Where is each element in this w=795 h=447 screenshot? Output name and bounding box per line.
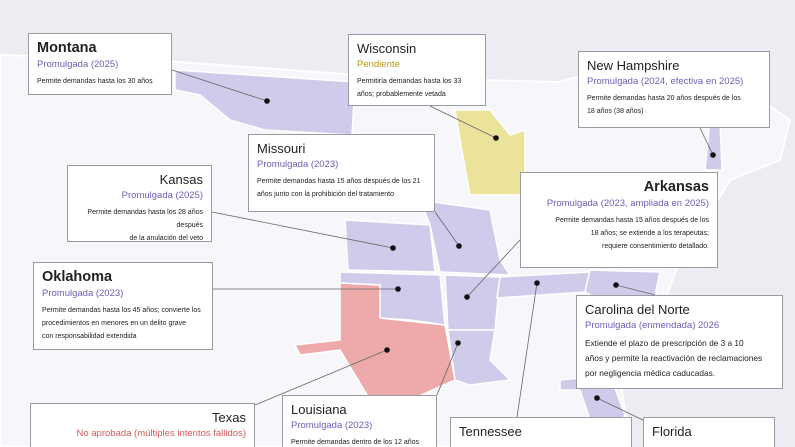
status: Promulgada (2024, efectiva en 2025) [587,76,744,87]
state-dot [464,294,470,300]
leader-line [596,397,644,421]
description-line: años junto con la prohibición del tratam… [257,191,394,198]
state-dot [613,282,619,288]
status: Promulgada (2023) [42,288,124,299]
status: Promulgada (2025) [121,190,203,201]
description-line: Permite demandas hasta los 28 años despu… [87,209,203,229]
description-line: requiere consentimiento detallado. [601,243,709,250]
state-dot [264,98,270,104]
callout: Texas No aprobada (múltiples intentos fal… [30,403,255,447]
callout: Louisiana Promulgada (2023) Permite demand… [282,395,437,447]
status: Pendiente [357,59,400,70]
leader-line [171,69,268,102]
callout: Florida [643,417,775,447]
state-name: Arkansas [643,179,709,195]
leader-line [254,349,388,406]
state-name: Missouri [257,141,306,156]
state-name: Carolina del Norte [585,302,690,317]
state-dot [534,280,540,286]
status: Promulgada (2023, ampliada en 2025) [546,198,709,209]
description-line: procedimientos en menores en un delito g… [42,320,186,327]
description-line: por negligencia médica caducadas. [585,368,716,378]
status: Promulgada (2025) [37,59,119,70]
description-line: Permite demandas hasta 20 años después d… [587,95,741,102]
leader-line [615,284,656,296]
callout: Oklahoma Promulgada (2023) Permite demanda… [33,262,213,350]
description-line: Permite demandas hasta los 45 años; conv… [42,307,201,314]
callout: Kansas Promulgada (2025) Permite demandas … [67,165,212,242]
description-line: Extiende el plazo de prescripción de 3 a… [585,338,744,348]
leader-line [436,342,459,396]
state-dot [456,243,462,249]
state-name: Kansas [159,172,203,187]
status: Promulgada (2023) [257,159,339,170]
leader-line [516,282,538,418]
leader-line [211,211,394,249]
state-dot [395,286,401,292]
description-line: Permitiría demandas hasta los 33 [357,78,462,85]
state-dot [455,340,461,346]
status: Promulgada (2023) [291,420,373,431]
state-name: Oklahoma [42,269,113,285]
description-line: con responsabilidad extendida [42,333,137,340]
callout: Wisconsin Pendiente Permitiría demandas ha… [348,34,486,106]
wisconsin-shape [454,109,526,196]
state-name: Texas [212,410,246,425]
state-dot [493,135,499,141]
description-line: Permite demandas dentro de los 12 años [291,439,420,446]
description-line: años; probablemente vetada [357,91,446,98]
state-name: Tennessee [459,424,522,439]
description-line: 18 años; se extiende a los terapeutas; [590,230,709,237]
arkansas-shape [444,274,501,331]
status: Promulgada (enmendada) 2026 [585,320,720,331]
callout: Tennessee [450,417,632,447]
state-name: Wisconsin [357,41,417,56]
callout: Carolina del Norte Promulgada (enmendada)… [576,295,783,389]
leader-line [434,211,460,247]
description-line: Permite demandas hasta 15 años después d… [555,217,709,224]
callout: New Hampshire Promulgada (2024, efectiva … [578,51,770,128]
state-name: New Hampshire [587,58,680,73]
state-name: Montana [37,40,97,56]
description-line: años y permite la reactivación de reclam… [585,353,763,363]
state-name: Louisiana [291,402,347,417]
callout: Missouri Promulgada (2023) Permite demanda… [248,134,435,212]
description-line: de la anulación del veto [129,235,203,242]
state-dot [390,245,396,251]
callout: Arkansas Promulgada (2023, ampliada en 20… [520,172,718,268]
state-dot [384,347,390,353]
leader-line [699,127,714,156]
description-line: 18 años (38 años) [587,108,644,115]
callout: Montana Promulgada (2025) Permite demandas… [28,33,172,95]
kansas-shape [344,219,436,273]
description-line: Permite demandas hasta 15 años después d… [257,178,421,185]
state-dot [594,395,600,401]
status: No aprobada (múltiples intentos fallidos… [76,428,246,439]
description-line: Permite demandas hasta los 30 años [37,78,153,85]
leader-line [466,239,521,298]
state-name: Florida [652,424,692,439]
leader-line [429,105,497,139]
state-dot [710,152,716,158]
